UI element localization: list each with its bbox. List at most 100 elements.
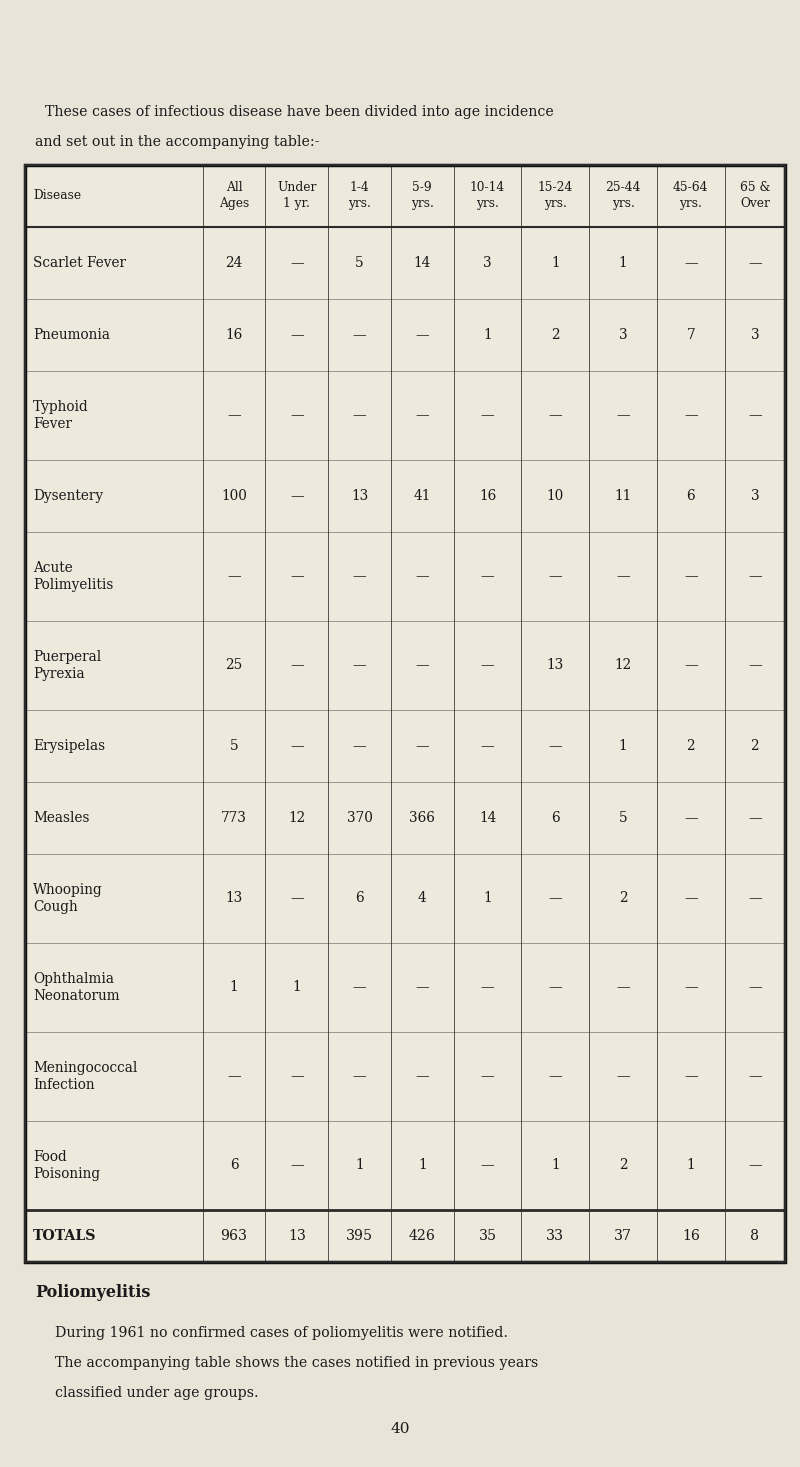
Text: —: — [748, 255, 762, 270]
Text: During 1961 no confirmed cases of poliomyelitis were notified.: During 1961 no confirmed cases of poliom… [55, 1326, 508, 1339]
Text: —: — [684, 569, 698, 584]
Text: —: — [549, 980, 562, 995]
Text: —: — [481, 408, 494, 422]
Text: —: — [684, 890, 698, 905]
Text: 15-24
yrs.: 15-24 yrs. [538, 182, 573, 210]
Text: —: — [481, 569, 494, 584]
Bar [25, 164, 785, 1262]
Text: —: — [684, 811, 698, 824]
Text: —: — [290, 255, 303, 270]
Text: 25-44
yrs.: 25-44 yrs. [606, 182, 641, 210]
Text: 3: 3 [750, 327, 759, 342]
Text: —: — [353, 569, 366, 584]
Text: classified under age groups.: classified under age groups. [55, 1386, 258, 1400]
Text: —: — [227, 569, 241, 584]
Text: —: — [415, 659, 429, 672]
Text: 14: 14 [479, 811, 496, 824]
Text: —: — [549, 739, 562, 753]
Text: Ophthalmia
Neonatorum: Ophthalmia Neonatorum [33, 971, 120, 1002]
Text: and set out in the accompanying table:-: and set out in the accompanying table:- [35, 135, 319, 150]
Text: —: — [616, 1069, 630, 1083]
Text: —: — [415, 1069, 429, 1083]
Text: 6: 6 [230, 1159, 238, 1172]
Text: —: — [616, 980, 630, 995]
Text: —: — [353, 739, 366, 753]
Text: 7: 7 [686, 327, 695, 342]
Text: —: — [481, 1159, 494, 1172]
Text: 3: 3 [483, 255, 492, 270]
Text: Erysipelas: Erysipelas [33, 739, 105, 753]
Text: —: — [290, 489, 303, 503]
Text: Pneumonia: Pneumonia [33, 327, 110, 342]
Text: —: — [549, 408, 562, 422]
Text: 2: 2 [686, 739, 695, 753]
Text: 5-9
yrs.: 5-9 yrs. [411, 182, 434, 210]
Text: 13: 13 [351, 489, 368, 503]
Text: 3: 3 [750, 489, 759, 503]
Text: —: — [748, 1159, 762, 1172]
Text: —: — [353, 327, 366, 342]
Text: 10-14
yrs.: 10-14 yrs. [470, 182, 506, 210]
Text: —: — [290, 1069, 303, 1083]
Text: Food
Poisoning: Food Poisoning [33, 1150, 100, 1181]
Text: —: — [353, 1069, 366, 1083]
Text: 2: 2 [618, 1159, 627, 1172]
Text: 366: 366 [410, 811, 435, 824]
Text: 35: 35 [478, 1229, 497, 1243]
Text: 1: 1 [230, 980, 238, 995]
Text: 1: 1 [355, 1159, 364, 1172]
Text: 8: 8 [750, 1229, 759, 1243]
Text: 13: 13 [226, 890, 242, 905]
Text: —: — [748, 408, 762, 422]
Text: 1: 1 [618, 739, 627, 753]
Text: —: — [290, 739, 303, 753]
Text: 11: 11 [614, 489, 632, 503]
Text: 963: 963 [221, 1229, 247, 1243]
Text: —: — [748, 980, 762, 995]
Text: —: — [415, 408, 429, 422]
Text: 4: 4 [418, 890, 426, 905]
Text: —: — [353, 659, 366, 672]
Text: —: — [684, 408, 698, 422]
Text: —: — [481, 1069, 494, 1083]
Text: 100: 100 [221, 489, 247, 503]
Text: 1: 1 [551, 255, 560, 270]
Text: 1: 1 [483, 327, 492, 342]
Text: —: — [227, 408, 241, 422]
Text: —: — [290, 659, 303, 672]
Text: —: — [616, 569, 630, 584]
Text: 16: 16 [226, 327, 242, 342]
Text: —: — [748, 811, 762, 824]
Text: —: — [684, 1069, 698, 1083]
Text: Acute
Polimyelitis: Acute Polimyelitis [33, 560, 114, 591]
Text: Whooping
Cough: Whooping Cough [33, 883, 102, 914]
Bar [25, 164, 785, 1262]
Text: —: — [684, 659, 698, 672]
Text: —: — [481, 739, 494, 753]
Text: 12: 12 [614, 659, 632, 672]
Text: Typhoid
Fever: Typhoid Fever [33, 400, 89, 431]
Text: 5: 5 [355, 255, 364, 270]
Text: 45-64
yrs.: 45-64 yrs. [673, 182, 709, 210]
Text: —: — [290, 890, 303, 905]
Text: TOTALS: TOTALS [33, 1229, 97, 1243]
Text: 40: 40 [390, 1422, 410, 1436]
Text: 426: 426 [409, 1229, 436, 1243]
Text: —: — [748, 1069, 762, 1083]
Text: 12: 12 [288, 811, 306, 824]
Text: All
Ages: All Ages [219, 182, 249, 210]
Text: 16: 16 [682, 1229, 700, 1243]
Text: —: — [684, 980, 698, 995]
Text: 1-4
yrs.: 1-4 yrs. [348, 182, 371, 210]
Text: —: — [290, 327, 303, 342]
Text: —: — [549, 890, 562, 905]
Text: —: — [290, 569, 303, 584]
Bar [25, 164, 785, 1262]
Text: 2: 2 [618, 890, 627, 905]
Text: —: — [290, 408, 303, 422]
Text: —: — [549, 569, 562, 584]
Text: 6: 6 [551, 811, 560, 824]
Text: 1: 1 [551, 1159, 560, 1172]
Text: Puerperal
Pyrexia: Puerperal Pyrexia [33, 650, 102, 681]
Text: —: — [748, 659, 762, 672]
